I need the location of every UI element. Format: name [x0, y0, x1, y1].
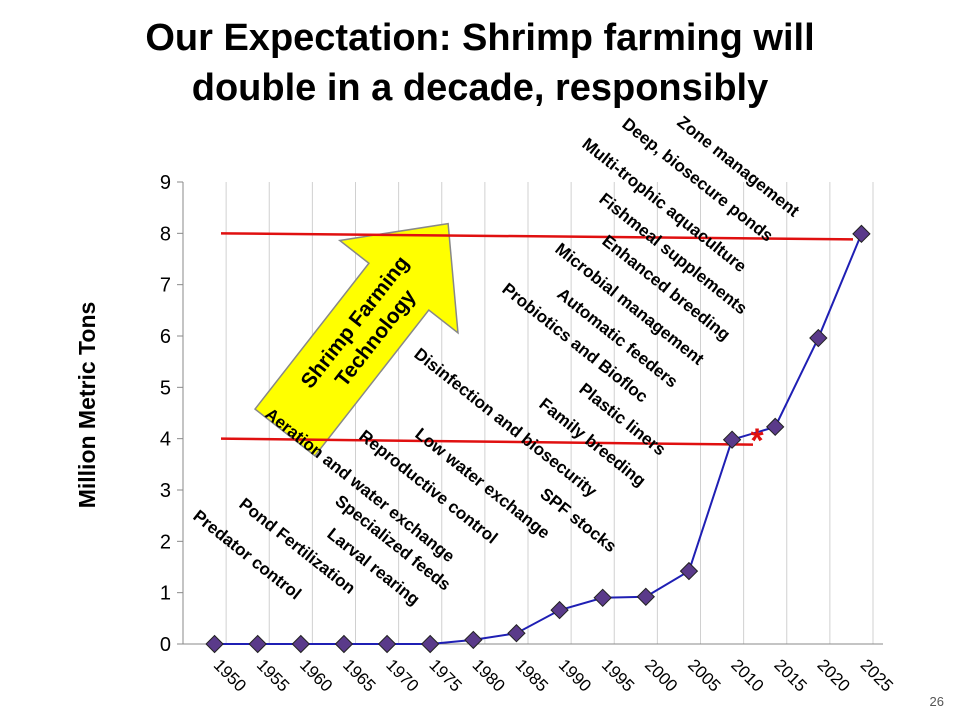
x-tick-label: 2010 [727, 655, 767, 695]
point-marker [722, 430, 742, 449]
series-line [214, 233, 863, 645]
title: Our Expectation: Shrimp farming will [145, 17, 814, 59]
title: double in a decade, responsibly [192, 67, 768, 109]
point-marker [205, 634, 224, 654]
point-marker [420, 634, 440, 654]
y-tick-label: 3 [160, 480, 171, 502]
x-tick-label: 1985 [512, 655, 552, 695]
point-marker [809, 328, 828, 348]
y-tick-label: 9 [160, 172, 171, 194]
point-marker [334, 634, 354, 654]
point-marker [679, 561, 699, 581]
y-tick-label: 1 [160, 583, 171, 605]
arrow-shape [253, 222, 459, 457]
annotation-asterisk: * [750, 422, 764, 460]
annotation: SPF stocks [537, 484, 621, 556]
point-marker [291, 634, 311, 654]
y-tick-label: 4 [160, 429, 171, 451]
x-tick-label: 2025 [857, 655, 897, 695]
x-tick-label: 2015 [770, 655, 810, 695]
x-tick-label: 1965 [339, 655, 379, 695]
reference-line [220, 437, 754, 446]
point-marker [593, 588, 612, 607]
y-tick-label: 7 [160, 275, 171, 297]
x-tick-label: 1975 [425, 655, 465, 695]
y-tick-label: 8 [160, 223, 171, 245]
point-marker [377, 634, 397, 654]
point-marker [852, 224, 871, 244]
x-tick-label: 1995 [598, 655, 638, 695]
page-number: 26 [930, 694, 944, 709]
y-axis-label: Million Metric Tons [74, 302, 100, 509]
y-tick-label: 6 [160, 326, 171, 348]
x-tick-label: 1955 [253, 655, 293, 695]
annotation: Predator control [190, 506, 305, 603]
x-tick-label: 2005 [684, 655, 724, 695]
x-tick-label: 1970 [382, 655, 422, 695]
y-tick-label: 0 [160, 634, 171, 656]
point-marker [550, 600, 569, 620]
point-marker [636, 587, 656, 606]
point-marker [507, 624, 526, 643]
point-marker [765, 417, 785, 437]
x-tick-label: 1990 [555, 655, 595, 695]
point-marker [248, 634, 267, 654]
point-marker [464, 630, 483, 650]
y-tick-label: 2 [160, 531, 171, 553]
x-tick-label: 1950 [210, 655, 250, 695]
x-tick-label: 2000 [641, 655, 681, 695]
x-tick-label: 2020 [813, 655, 853, 695]
y-tick-label: 5 [160, 377, 171, 399]
reference-line [220, 232, 854, 241]
x-tick-label: 1960 [296, 655, 336, 695]
x-tick-label: 1980 [468, 655, 508, 695]
